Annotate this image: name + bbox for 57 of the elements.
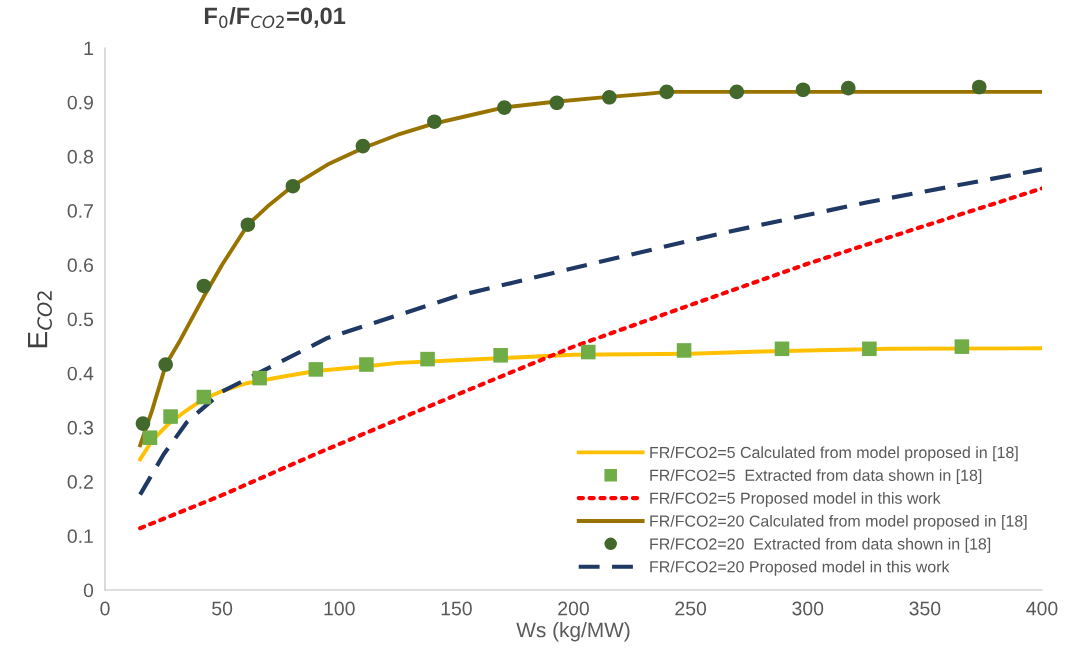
point — [795, 82, 811, 98]
legend-label: FR/FCO2=5 Calculated from model proposed in [18] — [650, 446, 1018, 462]
y-tick-label: 1 — [84, 41, 93, 56]
point — [580, 344, 596, 360]
point — [240, 217, 256, 232]
legend-label: FR/FCO2=20 Extracted from data shown in [18] — [650, 537, 991, 553]
y-tick-label: 0.2 — [67, 475, 93, 489]
point — [163, 409, 178, 424]
legend-label: FR/FCO2=20 Proposed model in this work — [650, 560, 950, 576]
point — [954, 339, 970, 354]
x-axis-title: Ws (kg/MW) — [516, 622, 630, 642]
point — [142, 430, 158, 445]
x-tick-label: 400 — [1026, 601, 1058, 616]
x-tick-label: 250 — [675, 601, 707, 616]
y-tick-label: 0.6 — [67, 258, 94, 273]
x-tick-label: 150 — [441, 601, 472, 616]
point — [602, 90, 617, 105]
y-tick-label: 0.4 — [67, 366, 94, 381]
x-tick-label: 0 — [100, 601, 110, 616]
point — [676, 343, 692, 358]
point — [252, 370, 267, 386]
y-tick-label: 0.5 — [67, 312, 94, 327]
legend-label: FR/FCO2=20 Calculated from model proposed in [18] — [650, 514, 1027, 530]
x-tick-label: 100 — [324, 601, 355, 616]
chart-title: F$_{0}$/F$_{CO2}$=0,01 — [204, 6, 346, 29]
y-tick-label: 0.3 — [67, 420, 94, 435]
y-tick-label: 0 — [83, 583, 94, 598]
x-tick-label: 300 — [792, 601, 824, 616]
x-tick-label: 50 — [212, 601, 233, 616]
point — [135, 416, 151, 431]
point — [549, 95, 565, 111]
point — [420, 351, 435, 367]
point — [659, 84, 675, 100]
point — [774, 341, 790, 357]
point — [285, 178, 301, 194]
point — [196, 389, 212, 405]
point — [971, 79, 987, 95]
y-tick-label: 0.9 — [67, 95, 93, 110]
x-tick-label: 200 — [558, 601, 589, 616]
point — [729, 84, 745, 100]
point — [427, 114, 442, 129]
y-tick-label: 0.8 — [67, 149, 94, 164]
y-tick-label: 0.7 — [67, 204, 93, 218]
legend-label: FR/FCO2=5 Proposed model in this work — [650, 492, 941, 507]
point — [493, 348, 508, 363]
point — [862, 341, 877, 357]
point — [355, 138, 371, 154]
y-tick-label: 0.1 — [67, 529, 93, 544]
point — [158, 357, 173, 372]
point — [196, 278, 212, 294]
y-axis-title: E$_{CO2}$ — [28, 291, 52, 348]
point — [840, 80, 856, 96]
legend-label: FR/FCO2=5 Extracted from data shown in [18] — [650, 469, 982, 485]
point — [308, 362, 324, 377]
point — [359, 357, 374, 372]
x-tick-label: 350 — [909, 601, 941, 616]
point — [497, 100, 512, 115]
